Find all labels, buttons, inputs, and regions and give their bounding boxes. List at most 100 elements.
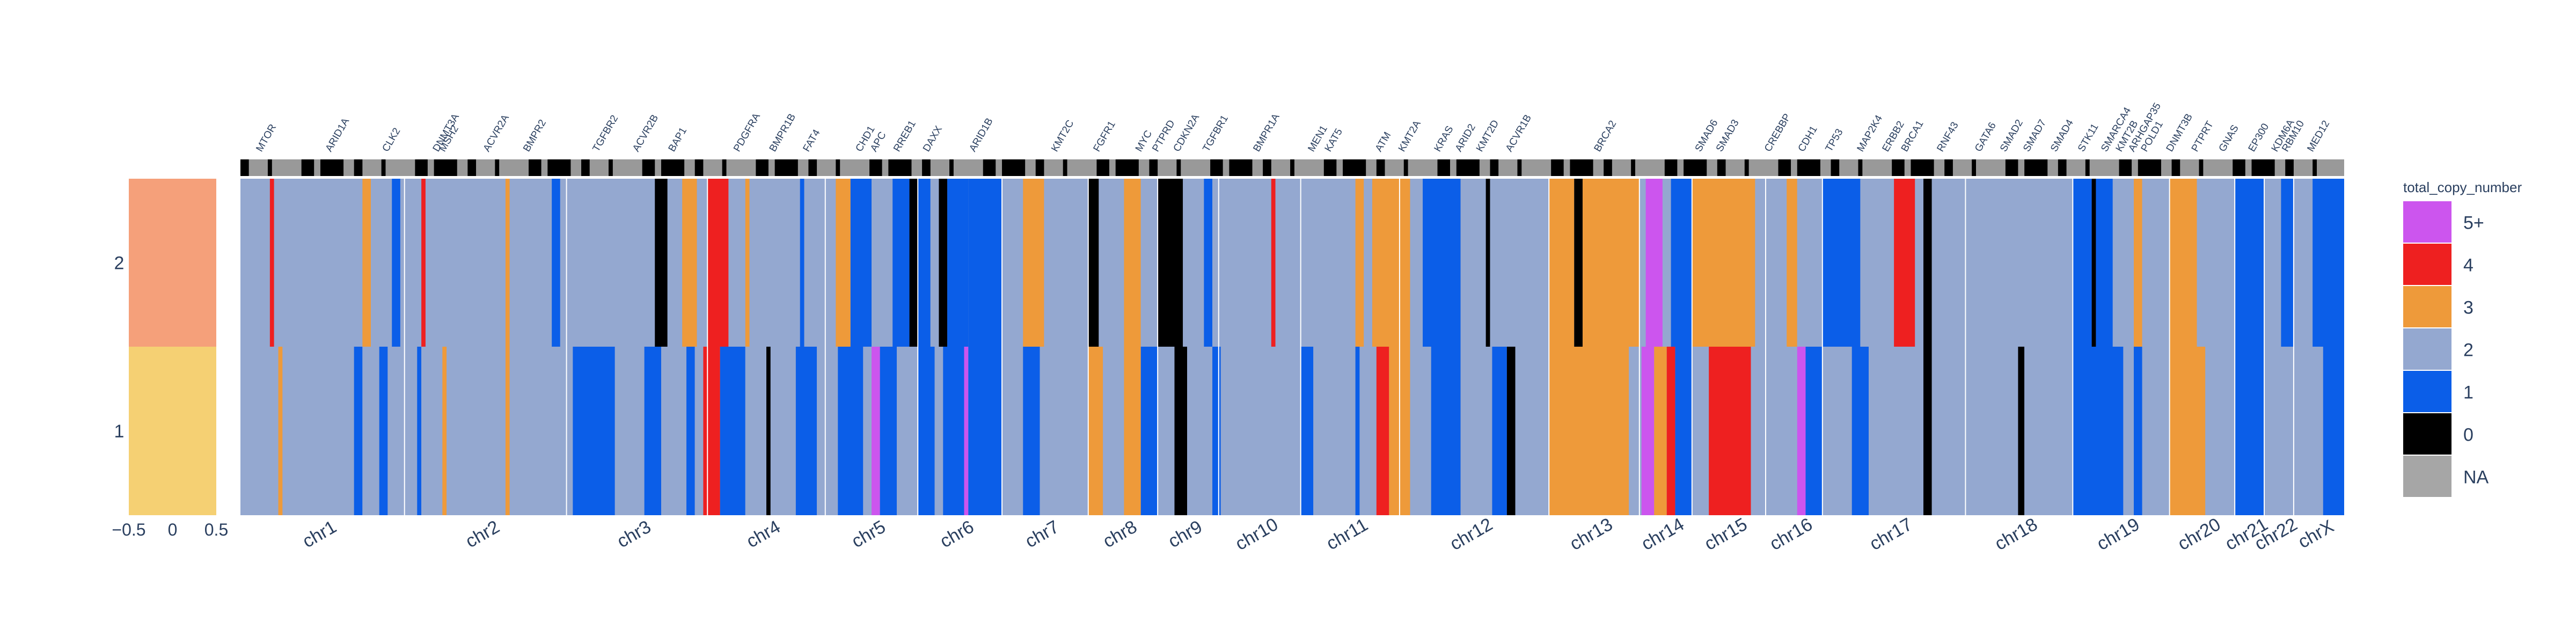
gene-track-segment <box>581 159 590 176</box>
cn-segment-row-1 <box>1355 347 1360 515</box>
cn-segment-row-1 <box>1641 347 1655 515</box>
gene-track-segment <box>1115 159 1139 176</box>
gene-track-segment <box>949 159 954 176</box>
gene-track-segment <box>808 159 817 176</box>
gene-track-segment <box>2233 159 2245 176</box>
cn-segment-row-1 <box>2169 347 2206 515</box>
gene-track-segment <box>2171 159 2180 176</box>
cn-segment-row-2 <box>392 179 400 347</box>
cn-segment-row-1 <box>2264 347 2294 515</box>
cn-segment-row-1 <box>387 347 418 515</box>
legend-label: 2 <box>2463 340 2473 361</box>
gene-track-segment <box>267 159 272 176</box>
cn-segment-row-1 <box>1822 347 1852 515</box>
gene-track-segment <box>1035 159 1044 176</box>
cn-segment-row-1 <box>240 347 279 515</box>
gene-label: CLK2 <box>380 126 403 154</box>
gene-track-segment <box>1210 159 1223 176</box>
cn-segment-row-2 <box>1088 179 1099 347</box>
gene-track-segment <box>354 159 363 176</box>
gene-label: BRCA2 <box>1592 119 1619 153</box>
sample-x-ticks: −0.5 0 0.5 <box>112 520 228 539</box>
gene-track-segment <box>1176 159 1181 176</box>
cn-segment-row-1 <box>745 347 766 515</box>
cn-segment-row-2 <box>909 179 918 347</box>
gene-track-segment <box>774 159 798 176</box>
cn-segment-row-2 <box>1300 179 1356 347</box>
cn-segment-row-1 <box>614 347 645 515</box>
cn-segment-row-2 <box>1797 179 1823 347</box>
gene-track-segment <box>1631 159 1635 176</box>
gene-label: CDKN2A <box>1171 112 1202 154</box>
row-labels: 21 <box>114 253 125 442</box>
chromosome-label: chr3 <box>613 516 654 552</box>
cn-segment-row-1 <box>863 347 872 515</box>
sample-x-tick: 0 <box>168 520 178 539</box>
cn-segment-row-2 <box>804 179 836 347</box>
cn-segment-row-1 <box>934 347 943 515</box>
legend-swatch <box>2403 244 2451 285</box>
cn-segment-row-1 <box>447 347 506 515</box>
legend-title: total_copy_number <box>2403 179 2522 195</box>
cn-segment-row-2 <box>947 179 969 347</box>
cn-segment-row-2 <box>2312 179 2344 347</box>
cn-segment-row-2 <box>1124 179 1141 347</box>
cn-segment-row-2 <box>2096 179 2113 347</box>
cn-segment-row-1 <box>686 347 695 515</box>
gene-label: EP300 <box>2246 122 2272 154</box>
sample-x-tick: 0.5 <box>204 520 228 539</box>
cn-segment-row-2 <box>918 179 931 347</box>
gene-label: MED12 <box>2305 119 2332 153</box>
cn-segment-row-2 <box>1490 179 1549 347</box>
chromosome-label: chr15 <box>1701 514 1751 554</box>
gene-label: RREB1 <box>891 119 918 153</box>
cn-segment-row-2 <box>1204 179 1213 347</box>
gene-track-segment <box>836 159 840 176</box>
cn-segment-row-1 <box>968 347 1002 515</box>
chromosome-label: chr16 <box>1766 514 1816 554</box>
cn-segment-row-1 <box>1931 347 1966 515</box>
gene-track-segment <box>2024 159 2048 176</box>
cn-segment-row-1 <box>1869 347 1923 515</box>
cn-segment-row-1 <box>354 347 363 515</box>
gene-label: KMT2A <box>1396 119 1423 154</box>
cn-segment-row-1 <box>1751 347 1766 515</box>
cn-segment-row-2 <box>1002 179 1023 347</box>
cn-segment-row-1 <box>1140 347 1158 515</box>
gene-track-segment <box>2251 159 2275 176</box>
gene-label: BMPR2 <box>521 118 548 153</box>
chromosome-label: chr9 <box>1165 516 1205 552</box>
gene-label: SMAD7 <box>2021 118 2048 153</box>
cn-segment-row-2 <box>2169 179 2197 347</box>
gene-track-segment <box>1229 159 1253 176</box>
gene-track-segment <box>320 159 344 176</box>
gene-label: ATM <box>1373 130 1394 153</box>
cn-segment-row-1 <box>720 347 745 515</box>
gene-track-segment <box>1263 159 1271 176</box>
cn-segment-row-1 <box>1709 347 1751 515</box>
cn-segment-row-2 <box>371 179 392 347</box>
gene-track-segment <box>2085 159 2090 176</box>
cn-segment-row-1 <box>1359 347 1377 515</box>
gene-track-segment <box>1437 159 1450 176</box>
cn-segment-row-2 <box>1755 179 1766 347</box>
row-label: 1 <box>114 421 125 442</box>
cn-segment-row-2 <box>1423 179 1461 347</box>
cn-segment-row-2 <box>707 179 729 347</box>
cn-segment-row-1 <box>1300 347 1314 515</box>
legend-swatch <box>2403 413 2451 455</box>
cn-segment-row-1 <box>1023 347 1040 515</box>
cn-segment-row-2 <box>800 179 804 347</box>
legend-label: 1 <box>2463 383 2473 403</box>
cn-segment-row-2 <box>2281 179 2294 347</box>
chromosome-label: chr14 <box>1638 514 1688 554</box>
gene-label: ARID1A <box>324 116 352 153</box>
cn-segment-row-1 <box>278 347 283 515</box>
cn-segment-row-2 <box>1645 179 1663 347</box>
gene-track-segment <box>609 159 613 176</box>
gene-label: STK11 <box>2076 122 2101 154</box>
gene-track-segment <box>869 159 882 176</box>
cn-segment-row-2 <box>930 179 939 347</box>
cn-segment-row-2 <box>968 179 1002 347</box>
gene-label: ACVR1B <box>1504 113 1534 153</box>
